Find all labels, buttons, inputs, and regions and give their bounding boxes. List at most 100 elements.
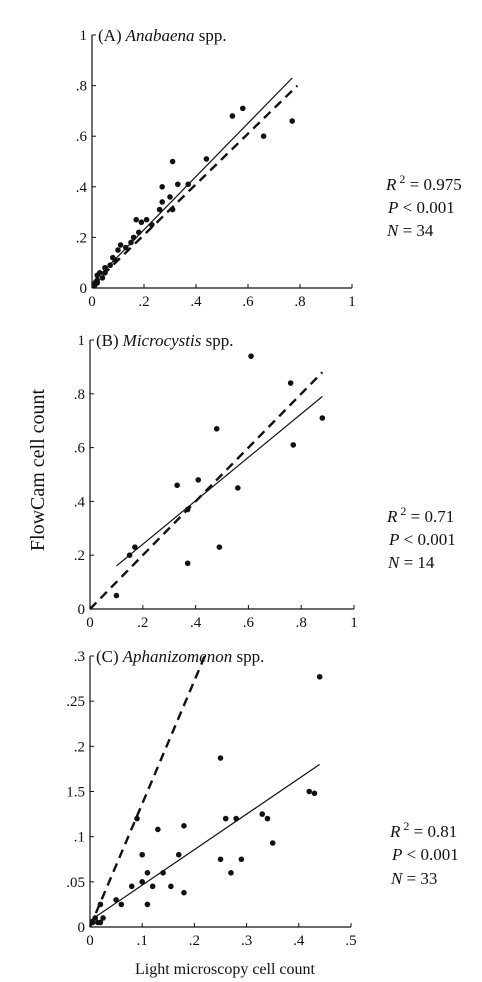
x-tick-label: .4 bbox=[293, 933, 305, 949]
y-tick-label: 0 bbox=[80, 281, 88, 297]
data-point bbox=[160, 870, 166, 876]
data-point bbox=[184, 506, 191, 513]
data-point bbox=[134, 815, 140, 822]
data-point bbox=[213, 425, 220, 432]
data-point bbox=[139, 851, 145, 858]
fit-line-solid bbox=[91, 77, 293, 284]
fit-line-dashed bbox=[89, 371, 324, 610]
stat-n-value: = 14 bbox=[399, 553, 435, 572]
panel-title-suffix: spp. bbox=[201, 331, 233, 350]
stat-n: N = 14 bbox=[387, 553, 435, 572]
stat-n-value: = 34 bbox=[398, 221, 434, 240]
y-tick-label: .1 bbox=[74, 830, 85, 846]
data-point bbox=[102, 264, 108, 271]
data-point bbox=[319, 415, 326, 421]
stat-r2-value: = 0.81 bbox=[409, 822, 457, 841]
x-tick-label: .4 bbox=[190, 294, 202, 310]
data-point bbox=[107, 262, 113, 269]
y-tick-label: .6 bbox=[74, 441, 86, 457]
panel-3: 0 .05 .1 1.5 .2 .25 .3 0 .1 .2 .3 .4 .5 (C) Aphanizome… bbox=[66, 647, 458, 949]
data-point bbox=[175, 181, 181, 188]
x-tick-label: .8 bbox=[294, 294, 305, 310]
stat-p-symbol: P bbox=[388, 530, 399, 549]
stat-n: N = 33 bbox=[390, 869, 437, 888]
data-point bbox=[117, 242, 124, 248]
y-tick-label: 1.5 bbox=[66, 785, 85, 801]
stat-r2-value: = 0.71 bbox=[406, 507, 454, 526]
y-tick-label: .8 bbox=[76, 79, 87, 95]
data-point bbox=[248, 353, 254, 359]
data-point bbox=[97, 919, 104, 926]
y-tick-label: .4 bbox=[76, 180, 88, 196]
data-point bbox=[130, 234, 137, 241]
stat-n-symbol: N bbox=[390, 869, 404, 888]
stat-r2-exponent: 2 bbox=[403, 819, 409, 833]
y-tick-label: 0 bbox=[78, 602, 86, 618]
panel-taxon: Anabaena bbox=[125, 26, 195, 45]
stat-n-symbol: N bbox=[387, 553, 401, 572]
data-point bbox=[289, 118, 296, 124]
data-point bbox=[149, 221, 155, 228]
panel-title: (C) Aphanizomenon spp. bbox=[96, 647, 264, 666]
data-point bbox=[217, 856, 224, 863]
stat-r2-symbol: R bbox=[385, 175, 397, 194]
data-point bbox=[290, 442, 297, 448]
data-point bbox=[115, 247, 121, 253]
panel-title-suffix: spp. bbox=[195, 26, 227, 45]
stat-r2-symbol: R bbox=[389, 822, 401, 841]
x-tick-label: 1 bbox=[350, 615, 358, 631]
x-tick-label: 0 bbox=[88, 294, 96, 310]
x-tick-label: .4 bbox=[190, 615, 202, 631]
stat-p-value: < 0.001 bbox=[402, 845, 458, 864]
x-tick-label: .6 bbox=[242, 294, 254, 310]
data-point bbox=[159, 199, 165, 205]
stat-n-symbol: N bbox=[386, 221, 400, 240]
data-point bbox=[259, 811, 266, 817]
panel-letter: (A) bbox=[98, 26, 122, 45]
stat-r2-exponent: 2 bbox=[400, 504, 406, 518]
data-point bbox=[217, 755, 224, 761]
fit-line-dashed bbox=[88, 655, 206, 928]
x-tick-label: 0 bbox=[86, 615, 94, 631]
stat-p-symbol: P bbox=[391, 845, 402, 864]
data-point bbox=[175, 851, 182, 858]
stat-p-value: < 0.001 bbox=[399, 530, 455, 549]
data-point bbox=[118, 901, 125, 908]
data-point bbox=[316, 673, 323, 680]
data-point bbox=[113, 592, 120, 599]
stat-p-value: < 0.001 bbox=[398, 198, 454, 217]
data-point bbox=[228, 870, 234, 876]
y-tick-label: .6 bbox=[76, 129, 88, 145]
data-point bbox=[181, 889, 187, 896]
stat-p: P < 0.001 bbox=[388, 530, 456, 549]
data-point bbox=[229, 113, 236, 119]
data-point bbox=[132, 544, 138, 550]
stat-p: P < 0.001 bbox=[387, 198, 455, 217]
panels: 0.2.4.6.810.2.4.6.8 1(A) Anabaena spp.R 2 =… bbox=[66, 26, 461, 949]
data-point bbox=[138, 219, 145, 226]
data-point bbox=[168, 883, 174, 890]
stat-p: P < 0.001 bbox=[391, 845, 459, 864]
data-point bbox=[235, 485, 241, 491]
data-point bbox=[238, 856, 245, 863]
panel-taxon: Microcystis bbox=[122, 331, 202, 350]
x-tick-label: .6 bbox=[243, 615, 255, 631]
data-point bbox=[97, 270, 103, 276]
data-point bbox=[159, 184, 165, 190]
stat-r2-value: = 0.975 bbox=[405, 175, 461, 194]
data-point bbox=[143, 216, 150, 223]
x-tick-label: .8 bbox=[296, 615, 307, 631]
panel-1: 0 .2 .4 .6 .8 1 0 .2 .4 .6 .8 1 (A) Anabaena spp. R 2 =… bbox=[76, 26, 462, 310]
data-point bbox=[123, 244, 129, 251]
y-tick-label: 1 bbox=[78, 333, 86, 349]
data-point bbox=[99, 275, 106, 281]
data-point bbox=[169, 206, 176, 213]
stat-r2-symbol: R bbox=[386, 507, 398, 526]
y-tick-label: .8 bbox=[74, 387, 85, 403]
x-tick-label: .2 bbox=[138, 294, 149, 310]
x-tick-label: .2 bbox=[137, 615, 148, 631]
data-point bbox=[113, 897, 119, 903]
data-point bbox=[149, 883, 156, 890]
